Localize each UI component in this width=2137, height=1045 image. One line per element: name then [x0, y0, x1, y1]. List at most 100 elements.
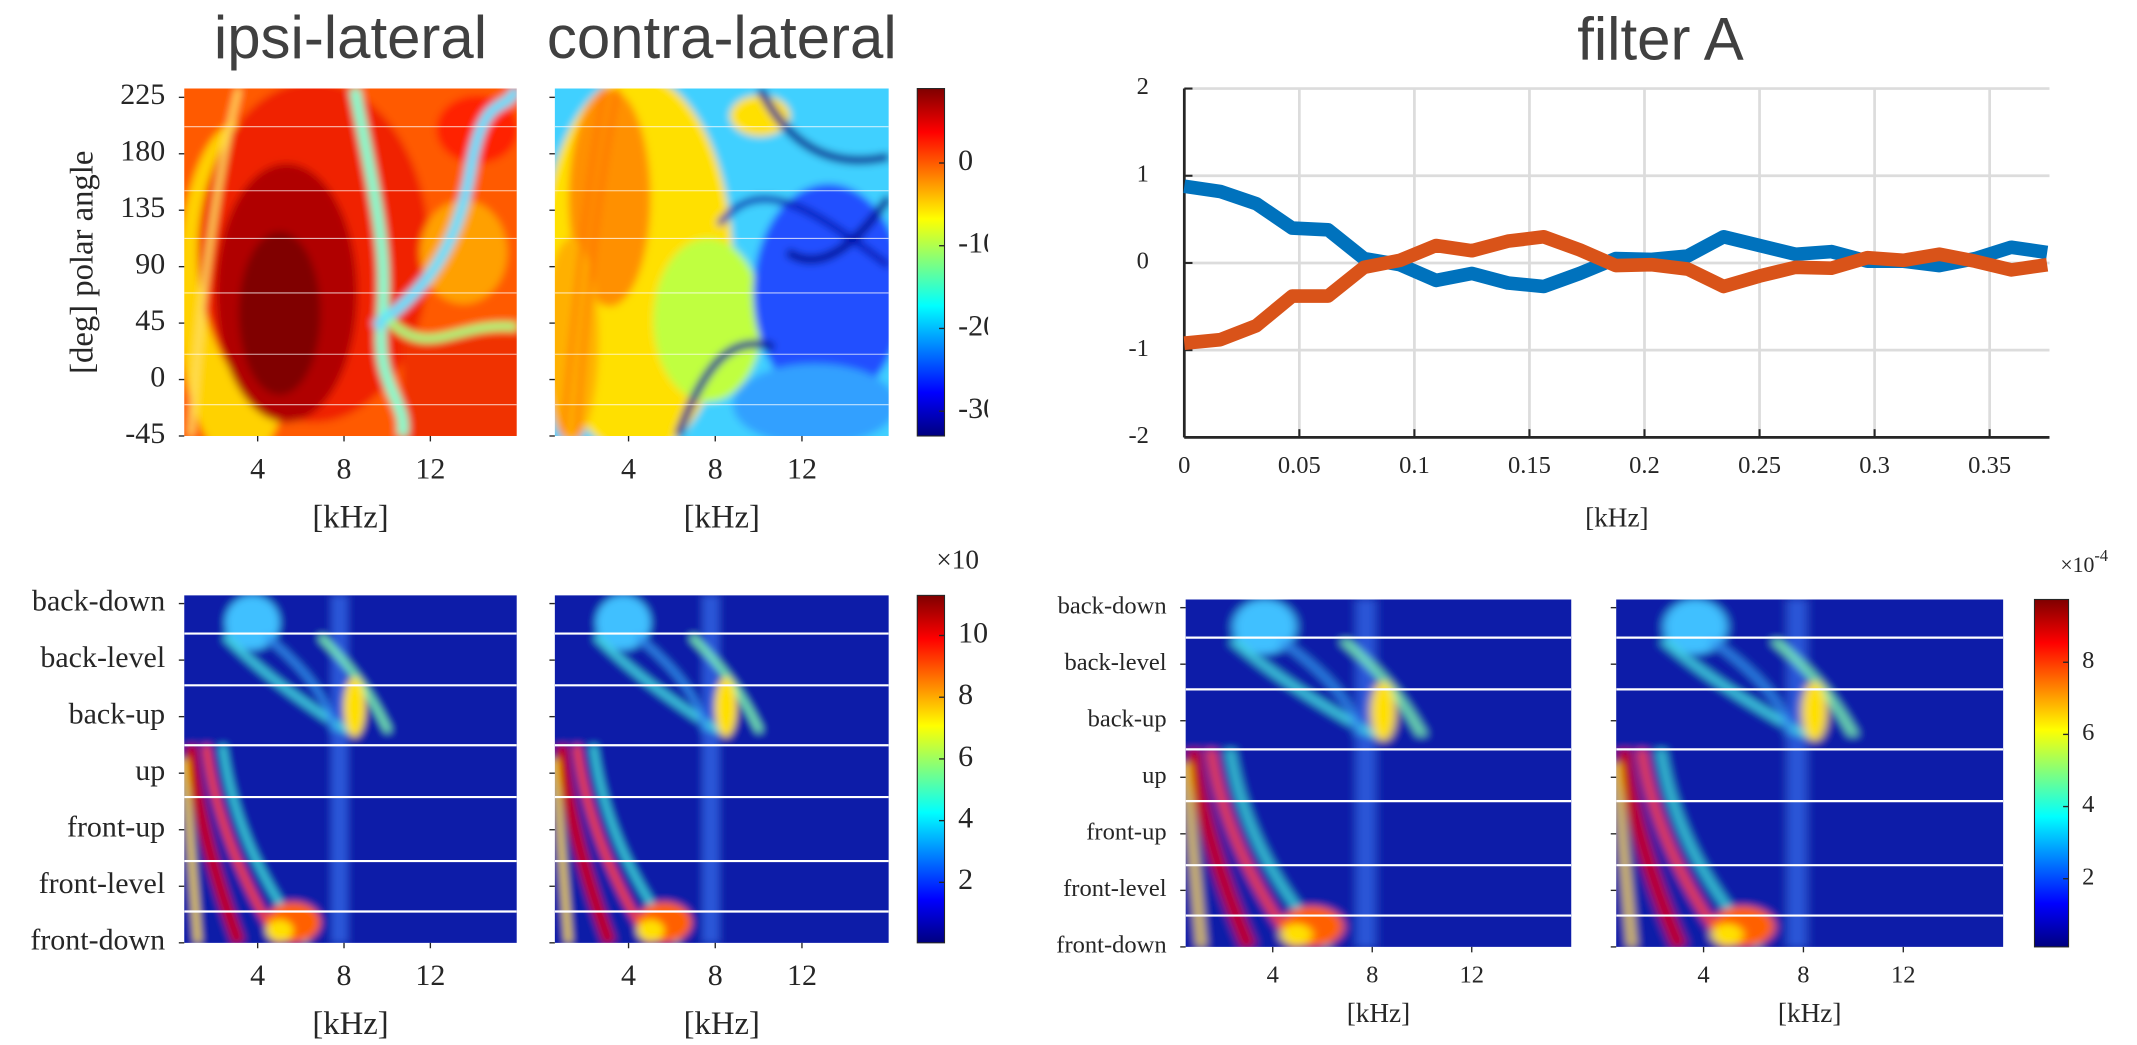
heatmap-region	[756, 88, 889, 165]
heatmap-region	[318, 634, 392, 733]
x-tick-label: 4	[250, 452, 265, 485]
y-axis-label: [deg] polar angle	[64, 151, 100, 374]
x-tick-label: 8	[1797, 962, 1809, 989]
x-tick-label: 4	[250, 959, 265, 992]
y-tick-label: back-level	[1065, 649, 1167, 676]
x-axis-label: [kHz]	[684, 1006, 760, 1042]
y-tick-label: front-down	[30, 924, 165, 957]
heatmap-region	[188, 88, 242, 436]
colorbar-tick-label: -30	[958, 392, 998, 425]
x-axis-label: [kHz]	[1585, 503, 1649, 533]
heatmap-region	[573, 744, 654, 943]
colorbar	[916, 88, 946, 437]
colorbar-tick-label: 2	[958, 863, 973, 896]
heatmap-region	[419, 200, 508, 304]
x-tick-label: 4	[1697, 962, 1709, 989]
y-tick-label: 225	[120, 78, 165, 111]
heatmap-layer	[1616, 599, 2004, 947]
x-tick-label: 4	[621, 452, 636, 485]
y-tick-label: front-down	[1056, 932, 1166, 959]
y-tick-label: 90	[135, 248, 165, 281]
colorbar-label-exponent: -4	[2094, 546, 2108, 565]
heatmap-region	[714, 677, 737, 738]
heatmap-region	[1278, 638, 1363, 737]
x-tick-label: 12	[787, 452, 817, 485]
y-tick-label: 1	[1137, 160, 1149, 187]
y-tick-label: 2	[1137, 73, 1149, 100]
series-line	[1183, 229, 2049, 350]
x-tick-label: 12	[415, 452, 445, 485]
y-tick-label: back-level	[40, 641, 165, 674]
x-axis-label: [kHz]	[1347, 998, 1411, 1028]
heatmap-layer	[184, 88, 517, 436]
panel-title: contra-lateral	[547, 4, 897, 71]
heatmap-region	[1637, 748, 1731, 947]
colorbar-tick-label: -20	[958, 309, 998, 342]
heatmap-region	[202, 744, 283, 943]
x-tick-label: 8	[708, 452, 723, 485]
heatmap-region	[1772, 638, 1857, 737]
colorbar-label: ×10	[936, 545, 979, 575]
x-tick-label: 0.3	[1859, 452, 1890, 479]
colorbar-tick-label: 4	[958, 802, 973, 835]
x-axis-label: [kHz]	[312, 499, 388, 535]
y-tick-label: 0	[1137, 248, 1149, 275]
colorbar-label-base: ×10	[936, 545, 979, 575]
y-tick-label: front-up	[67, 811, 165, 844]
colorbar-tick-label: -10	[958, 227, 998, 260]
y-tick-label: up	[135, 754, 165, 787]
heatmap-region	[184, 744, 245, 943]
y-tick-label: 0	[150, 360, 165, 393]
x-tick-label: 12	[415, 959, 445, 992]
heatmap-region	[1356, 599, 1376, 947]
x-tick-label: 12	[787, 959, 817, 992]
heatmap-region	[1801, 681, 1828, 742]
y-tick-label: front-level	[1063, 875, 1167, 902]
x-tick-label: 0.05	[1278, 452, 1321, 479]
y-tick-label: back-down	[1058, 592, 1167, 619]
y-tick-label: 135	[120, 191, 165, 224]
colorbar-labels: 0 -10 -20 -30	[958, 144, 998, 425]
heatmap-region	[1711, 923, 1744, 946]
colorbar-tick-label: 2	[2082, 863, 2094, 890]
heatmap-region	[1370, 681, 1396, 742]
y-tick-label: -2	[1128, 422, 1148, 449]
heatmap-image	[1616, 599, 2004, 947]
heatmap-region	[238, 231, 321, 396]
y-tick-label: -45	[125, 417, 165, 450]
y-tick-label: up	[1142, 762, 1167, 789]
heatmap-region	[785, 195, 889, 264]
x-axis-label: [kHz]	[312, 1006, 388, 1042]
y-tick-label: front-up	[1086, 818, 1166, 845]
heatmap-region	[1663, 599, 1728, 654]
heatmap-region	[1617, 748, 1687, 947]
heatmap-region	[574, 88, 620, 436]
colorbar	[916, 594, 946, 944]
x-tick-label: 0	[1178, 452, 1190, 479]
x-tick-label: 12	[1891, 962, 1916, 989]
heatmap-region	[385, 317, 517, 343]
y-tick-label: back-down	[32, 584, 165, 617]
heatmap-region	[343, 677, 366, 738]
colorbar-tick-label: 10	[958, 616, 988, 649]
x-tick-label: 4	[621, 959, 636, 992]
heatmap-region	[264, 634, 337, 733]
heatmap-region	[1787, 599, 1807, 947]
colorbar	[2033, 598, 2070, 948]
x-tick-label: 0.25	[1738, 452, 1781, 479]
x-tick-label: 12	[1459, 962, 1484, 989]
x-tick-label: 8	[337, 959, 352, 992]
x-axis-label: [kHz]	[1778, 998, 1842, 1028]
heatmap-image	[1185, 599, 1572, 947]
heatmap-region	[653, 238, 763, 402]
heatmap-region	[689, 634, 763, 733]
heatmap-image	[184, 595, 517, 943]
y-tick-label: 180	[120, 135, 165, 168]
colorbar-label-base: ×10	[2060, 553, 2094, 577]
heatmap-region	[1280, 923, 1313, 946]
colorbar-labels: 2 4 6 8 ×10-4	[2060, 546, 2108, 890]
heatmap-region	[635, 634, 709, 733]
y-tick-label: front-level	[39, 867, 165, 900]
heatmap-region	[674, 339, 776, 436]
x-axis-label: [kHz]	[684, 499, 760, 535]
